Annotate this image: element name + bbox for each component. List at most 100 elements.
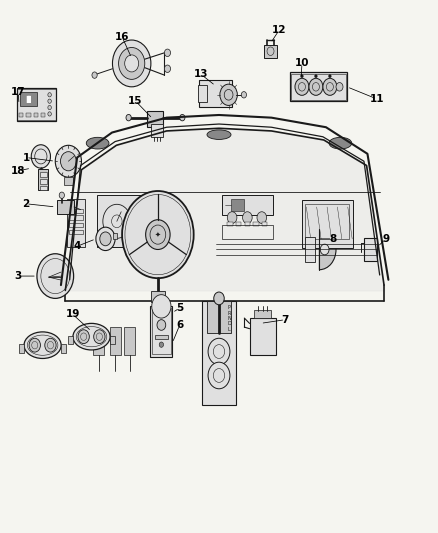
Bar bbox=[231, 199, 244, 211]
Bar bbox=[69, 223, 83, 227]
Bar bbox=[68, 336, 73, 344]
Text: 12: 12 bbox=[272, 25, 286, 35]
Circle shape bbox=[96, 227, 115, 251]
Text: 5: 5 bbox=[176, 303, 184, 313]
Text: 15: 15 bbox=[128, 95, 142, 106]
Circle shape bbox=[60, 152, 76, 171]
Wedge shape bbox=[319, 229, 336, 270]
Text: D: D bbox=[228, 321, 231, 326]
Ellipse shape bbox=[329, 138, 352, 149]
Circle shape bbox=[323, 78, 337, 95]
Bar bbox=[222, 225, 273, 239]
Circle shape bbox=[146, 220, 170, 249]
Bar bbox=[254, 222, 259, 226]
Ellipse shape bbox=[73, 324, 110, 350]
Circle shape bbox=[100, 232, 111, 246]
Text: 13: 13 bbox=[194, 69, 208, 79]
Bar bbox=[305, 204, 349, 239]
Bar bbox=[198, 85, 207, 102]
Circle shape bbox=[122, 191, 194, 278]
Bar bbox=[147, 111, 163, 127]
Bar bbox=[152, 309, 170, 354]
Text: ✦: ✦ bbox=[155, 232, 161, 238]
Bar bbox=[222, 195, 273, 215]
Circle shape bbox=[214, 292, 224, 305]
Text: L: L bbox=[228, 327, 230, 332]
Circle shape bbox=[48, 99, 51, 103]
Bar bbox=[150, 306, 172, 357]
Circle shape bbox=[119, 47, 145, 79]
Circle shape bbox=[241, 92, 247, 98]
Text: N: N bbox=[228, 316, 231, 321]
Bar bbox=[236, 222, 241, 226]
Ellipse shape bbox=[207, 130, 231, 140]
Text: 18: 18 bbox=[11, 166, 25, 176]
Text: 8: 8 bbox=[329, 234, 336, 244]
Circle shape bbox=[48, 112, 51, 116]
Circle shape bbox=[208, 338, 230, 365]
Bar bbox=[69, 215, 83, 220]
Circle shape bbox=[227, 212, 237, 223]
Bar bbox=[67, 199, 85, 247]
Bar bbox=[39, 172, 46, 176]
Bar bbox=[254, 310, 272, 318]
Circle shape bbox=[328, 75, 331, 78]
Bar bbox=[17, 89, 56, 120]
Circle shape bbox=[92, 72, 97, 78]
Circle shape bbox=[45, 338, 56, 352]
Bar bbox=[290, 72, 347, 101]
Bar bbox=[364, 238, 378, 261]
Text: 19: 19 bbox=[66, 309, 80, 319]
Bar bbox=[250, 318, 276, 356]
Circle shape bbox=[48, 106, 51, 110]
Bar bbox=[151, 124, 163, 137]
Circle shape bbox=[243, 212, 252, 223]
Bar bbox=[151, 292, 165, 302]
Text: 7: 7 bbox=[282, 314, 289, 325]
Circle shape bbox=[314, 75, 317, 78]
Bar bbox=[262, 222, 268, 226]
Circle shape bbox=[78, 330, 89, 344]
Bar bbox=[17, 88, 56, 121]
Bar bbox=[26, 113, 31, 117]
Circle shape bbox=[208, 362, 230, 389]
Bar bbox=[110, 336, 115, 344]
Bar bbox=[155, 335, 168, 339]
Text: P: P bbox=[228, 305, 231, 310]
Bar bbox=[291, 74, 346, 100]
Bar bbox=[69, 208, 83, 213]
Text: 2: 2 bbox=[22, 199, 30, 209]
Bar bbox=[57, 200, 74, 214]
Bar bbox=[110, 327, 120, 355]
Text: 16: 16 bbox=[115, 32, 129, 42]
Bar bbox=[61, 344, 66, 353]
Bar bbox=[265, 45, 277, 58]
Bar bbox=[227, 222, 233, 226]
Bar bbox=[245, 222, 250, 226]
Circle shape bbox=[159, 342, 163, 348]
Circle shape bbox=[152, 295, 171, 318]
Bar bbox=[64, 177, 73, 185]
Text: ▐▌: ▐▌ bbox=[23, 95, 34, 103]
Text: 17: 17 bbox=[11, 87, 25, 97]
Circle shape bbox=[320, 244, 329, 255]
Circle shape bbox=[59, 192, 64, 198]
Circle shape bbox=[164, 49, 170, 56]
Text: 3: 3 bbox=[14, 271, 22, 281]
Circle shape bbox=[257, 212, 267, 223]
Circle shape bbox=[37, 254, 74, 298]
Bar bbox=[34, 113, 38, 117]
Bar bbox=[20, 92, 37, 107]
Circle shape bbox=[125, 55, 139, 72]
Text: 9: 9 bbox=[382, 234, 389, 244]
Bar bbox=[207, 301, 231, 334]
Bar bbox=[301, 200, 353, 248]
Circle shape bbox=[113, 40, 151, 87]
Bar bbox=[38, 169, 48, 190]
Text: 10: 10 bbox=[295, 59, 309, 68]
Circle shape bbox=[48, 93, 51, 97]
Text: 11: 11 bbox=[370, 94, 384, 104]
Bar bbox=[19, 344, 24, 353]
Circle shape bbox=[180, 115, 185, 121]
Bar bbox=[93, 327, 104, 355]
